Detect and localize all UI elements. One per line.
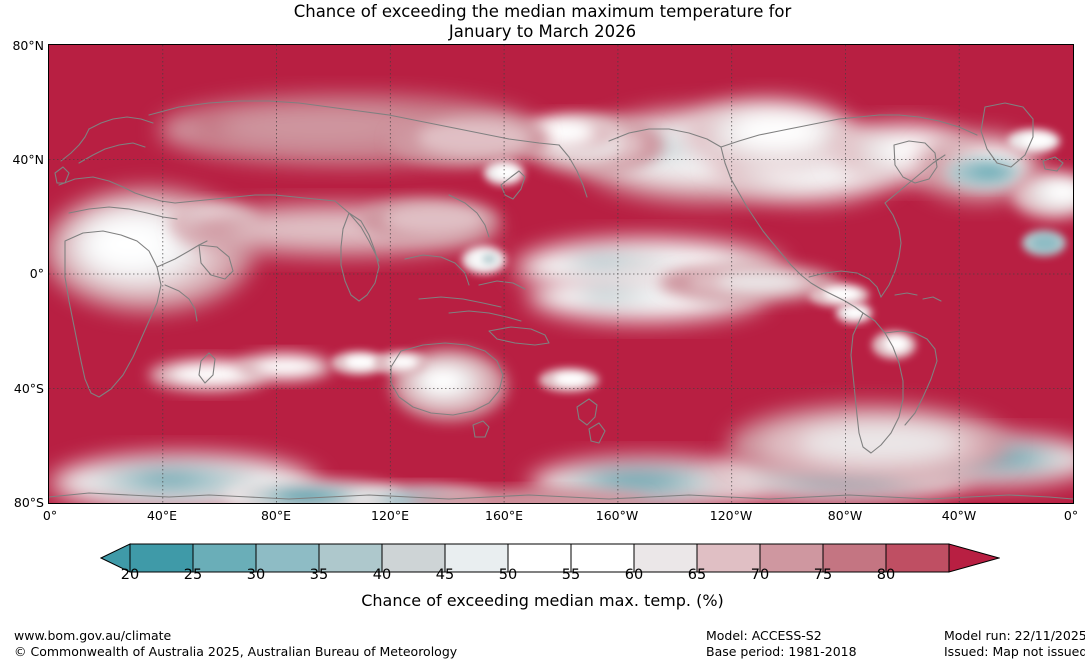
colorbar-tick-20: 20 xyxy=(120,567,140,583)
colorbar-tick-60: 60 xyxy=(624,567,644,583)
colorbar-label: Chance of exceeding median max. temp. (%… xyxy=(361,591,724,610)
footer-base-period: Base period: 1981-2018 xyxy=(706,644,857,659)
x-tick-120e: 120°E xyxy=(370,508,410,523)
graticule xyxy=(49,45,1073,503)
page-title: Chance of exceeding the median maximum t… xyxy=(0,2,1085,42)
y-tick-40n: 40°N xyxy=(12,152,44,167)
colorbar-tick-25: 25 xyxy=(183,567,203,583)
footer-model-run: Model run: 22/11/2025 xyxy=(944,628,1085,643)
colorbar-tick-65: 65 xyxy=(687,567,707,583)
probability-map[interactable] xyxy=(48,44,1074,504)
title-line-1: Chance of exceeding the median maximum t… xyxy=(293,2,792,21)
coastlines xyxy=(49,100,1073,500)
colorbar-tick-45: 45 xyxy=(435,567,455,583)
x-tick-160e: 160°E xyxy=(484,508,524,523)
footer-model-info: Model: ACCESS-S2 Base period: 1981-2018 xyxy=(706,628,857,660)
x-tick-160w: 160°W xyxy=(595,508,639,523)
colorbar-tick-50: 50 xyxy=(498,567,518,583)
y-tick-0: 0° xyxy=(29,266,44,281)
footer-website[interactable]: www.bom.gov.au/climate xyxy=(14,628,172,643)
y-tick-40s: 40°S xyxy=(13,381,44,396)
x-tick-0e: 0° xyxy=(42,508,58,523)
footer-copyright: © Commonwealth of Australia 2025, Austra… xyxy=(14,644,458,659)
x-tick-80e: 80°E xyxy=(260,508,292,523)
x-tick-0w: 0° xyxy=(1063,508,1079,523)
x-tick-40w: 40°W xyxy=(941,508,977,523)
title-line-2: January to March 2026 xyxy=(448,22,637,41)
map-canvas xyxy=(49,45,1073,503)
colorbar-canvas xyxy=(100,543,1000,573)
colorbar-tick-80: 80 xyxy=(876,567,896,583)
footer-run-info: Model run: 22/11/2025 Issued: Map not is… xyxy=(944,628,1085,660)
colorbar-tick-70: 70 xyxy=(750,567,770,583)
x-tick-40e: 40°E xyxy=(146,508,178,523)
colorbar-tick-75: 75 xyxy=(813,567,833,583)
colorbar[interactable] xyxy=(100,543,1000,573)
colorbar-tick-30: 30 xyxy=(246,567,266,583)
colorbar-tick-35: 35 xyxy=(309,567,329,583)
y-tick-80n: 80°N xyxy=(12,38,44,53)
x-tick-120w: 120°W xyxy=(709,508,753,523)
colorbar-over-arrow xyxy=(948,543,1000,573)
colorbar-tick-40: 40 xyxy=(372,567,392,583)
footer-issued: Issued: Map not issued xyxy=(944,644,1085,659)
colorbar-tick-55: 55 xyxy=(561,567,581,583)
x-tick-80w: 80°W xyxy=(827,508,863,523)
y-tick-80s: 80°S xyxy=(13,495,44,510)
footer-model: Model: ACCESS-S2 xyxy=(706,628,822,643)
anomaly-field xyxy=(49,96,1073,503)
footer-left: www.bom.gov.au/climate © Commonwealth of… xyxy=(14,628,457,660)
